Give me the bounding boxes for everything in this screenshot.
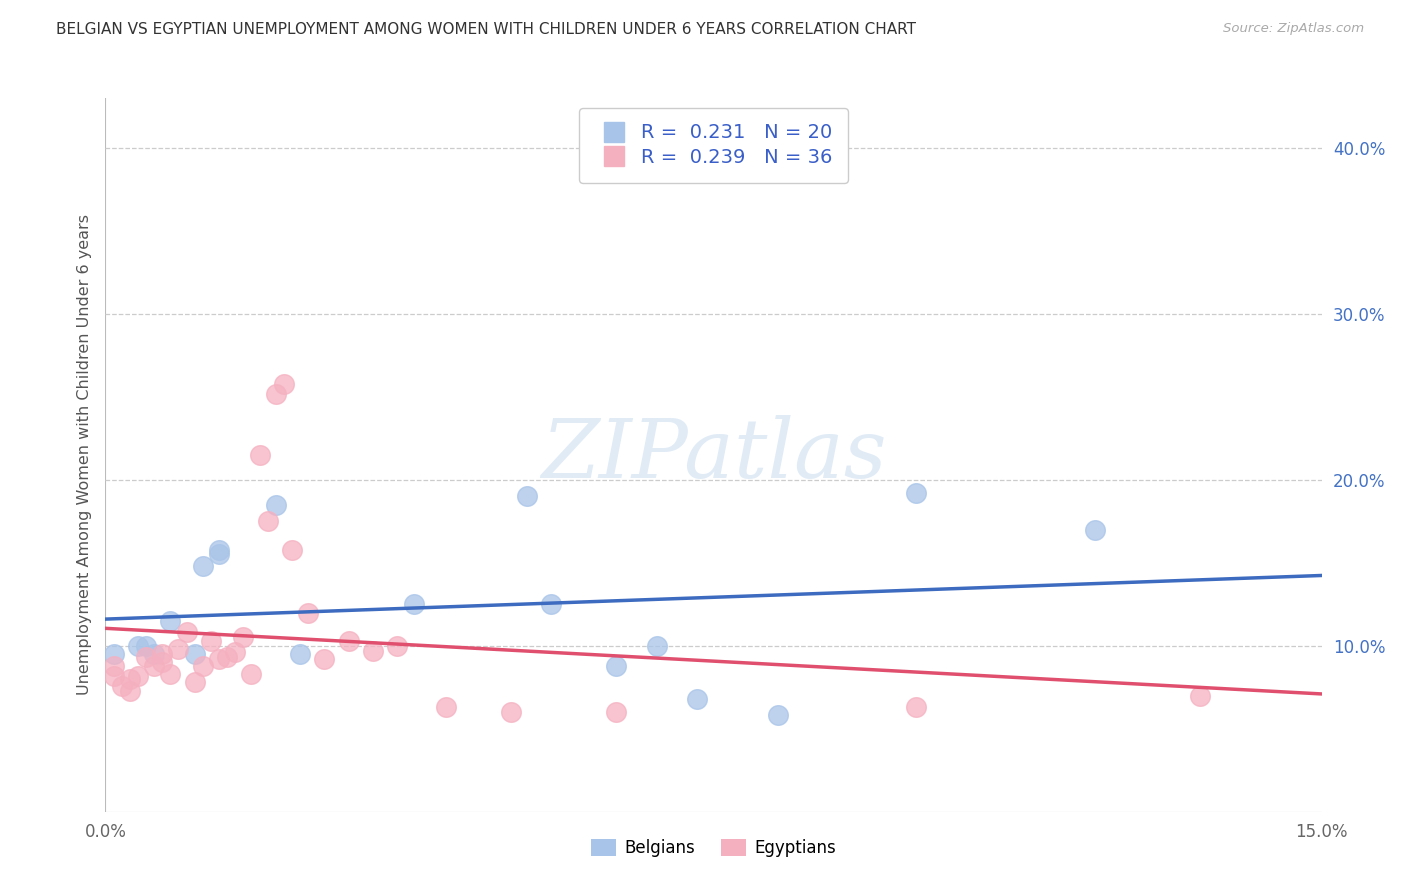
Point bbox=[240, 667, 263, 681]
Point bbox=[143, 658, 166, 673]
Point bbox=[288, 647, 311, 661]
Point bbox=[297, 606, 319, 620]
Point bbox=[183, 647, 205, 661]
Point bbox=[135, 650, 157, 665]
Point bbox=[150, 647, 173, 661]
Point bbox=[208, 542, 231, 557]
Point bbox=[127, 639, 149, 653]
Point bbox=[159, 614, 181, 628]
Text: BELGIAN VS EGYPTIAN UNEMPLOYMENT AMONG WOMEN WITH CHILDREN UNDER 6 YEARS CORRELA: BELGIAN VS EGYPTIAN UNEMPLOYMENT AMONG W… bbox=[56, 22, 917, 37]
Point bbox=[314, 652, 336, 666]
Point bbox=[208, 652, 231, 666]
Point bbox=[768, 708, 790, 723]
Point bbox=[387, 639, 409, 653]
Text: ZIPatlas: ZIPatlas bbox=[541, 415, 886, 495]
Point bbox=[905, 486, 928, 500]
Point bbox=[605, 658, 627, 673]
Point bbox=[281, 542, 304, 557]
Point bbox=[191, 658, 214, 673]
Point bbox=[264, 498, 287, 512]
Point bbox=[434, 700, 457, 714]
Point bbox=[1189, 689, 1212, 703]
Point bbox=[540, 597, 562, 611]
Point bbox=[118, 683, 141, 698]
Point bbox=[249, 448, 271, 462]
Point bbox=[159, 667, 181, 681]
Point bbox=[402, 597, 425, 611]
Legend: Belgians, Egyptians: Belgians, Egyptians bbox=[585, 832, 842, 864]
Text: Source: ZipAtlas.com: Source: ZipAtlas.com bbox=[1223, 22, 1364, 36]
Point bbox=[103, 668, 125, 682]
Point bbox=[103, 658, 125, 673]
Point bbox=[103, 647, 125, 661]
Point bbox=[1084, 523, 1107, 537]
Y-axis label: Unemployment Among Women with Children Under 6 years: Unemployment Among Women with Children U… bbox=[76, 214, 91, 696]
Point bbox=[361, 644, 384, 658]
Point bbox=[150, 656, 173, 670]
Point bbox=[256, 514, 278, 528]
Point bbox=[183, 675, 205, 690]
Point bbox=[499, 705, 522, 719]
Point bbox=[217, 650, 239, 665]
Point bbox=[176, 625, 198, 640]
Point bbox=[191, 559, 214, 574]
Point bbox=[167, 642, 190, 657]
Point bbox=[605, 705, 627, 719]
Point bbox=[143, 647, 166, 661]
Point bbox=[135, 639, 157, 653]
Point bbox=[118, 672, 141, 686]
Point bbox=[200, 633, 222, 648]
Point bbox=[111, 679, 134, 693]
Point bbox=[905, 700, 928, 714]
Point bbox=[337, 633, 360, 648]
Point bbox=[264, 386, 287, 401]
Point bbox=[645, 639, 668, 653]
Point bbox=[273, 376, 295, 391]
Point bbox=[516, 490, 538, 504]
Point bbox=[127, 668, 149, 682]
Point bbox=[232, 631, 254, 645]
Point bbox=[224, 645, 246, 659]
Point bbox=[208, 548, 231, 562]
Point bbox=[686, 691, 709, 706]
